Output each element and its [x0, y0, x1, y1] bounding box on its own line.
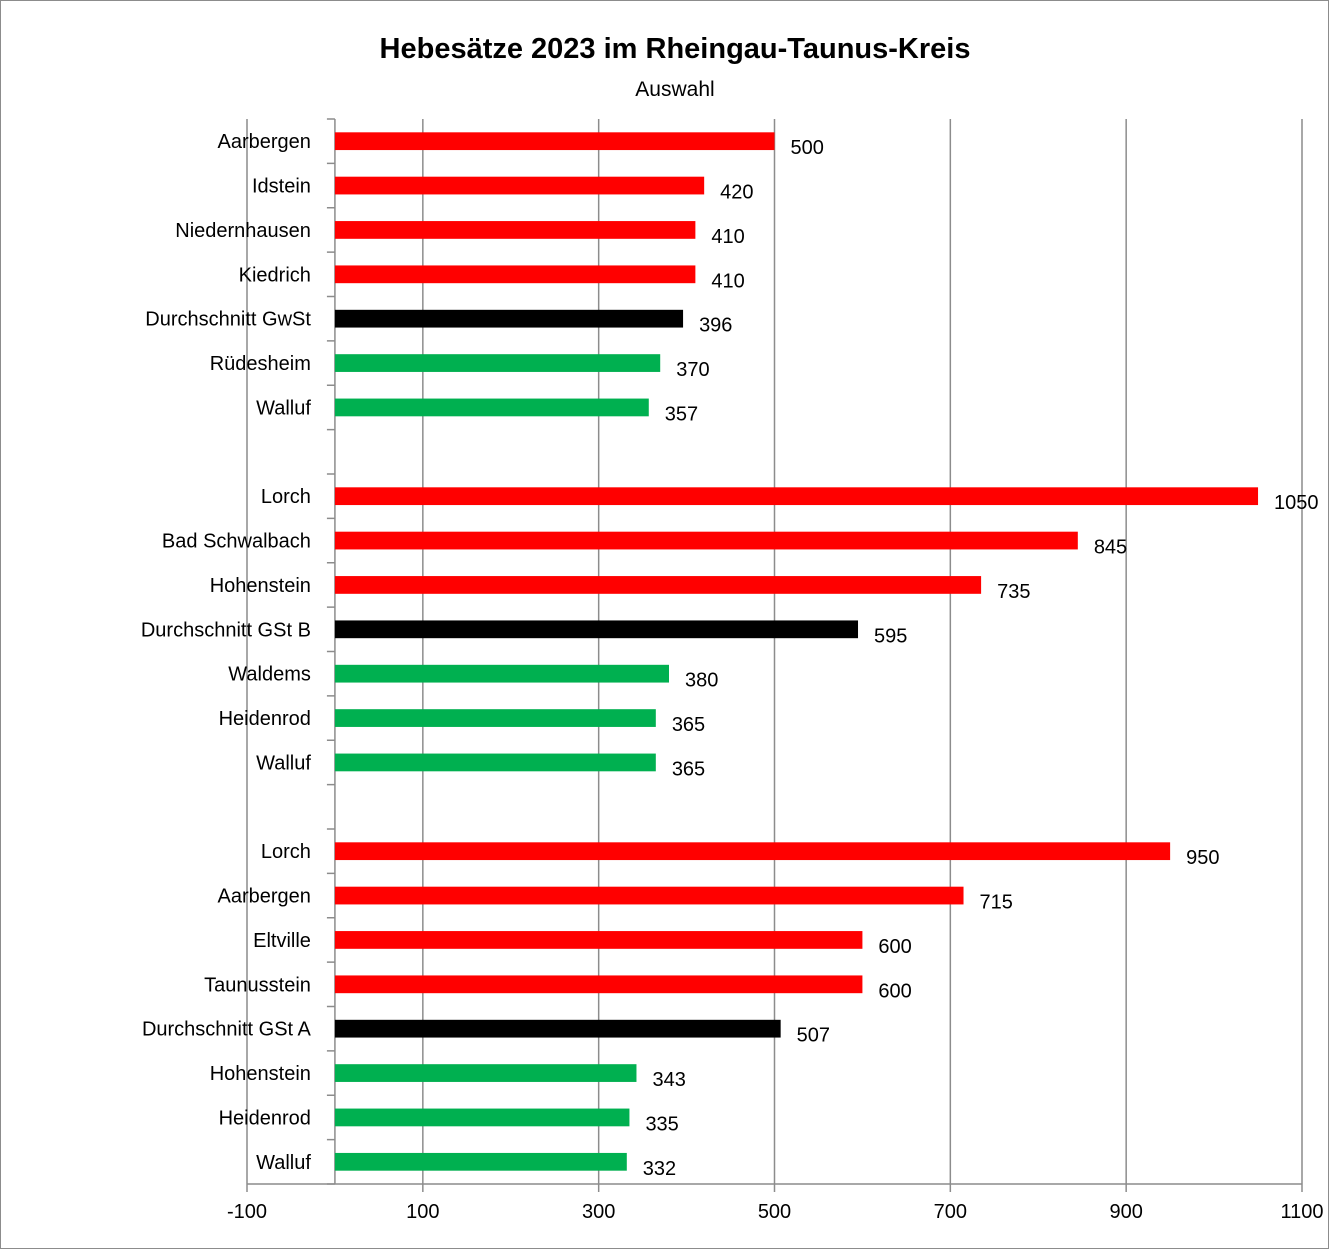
- category-label: Kiedrich: [239, 264, 311, 286]
- category-label: Aarbergen: [218, 886, 311, 908]
- data-label: 600: [878, 980, 911, 1002]
- data-label: 845: [1094, 537, 1127, 559]
- bar: [334, 132, 775, 151]
- category-label: Walluf: [256, 1152, 311, 1174]
- chart-subtitle: Auswahl: [635, 78, 714, 101]
- x-tick-label: 1100: [1280, 1201, 1323, 1223]
- data-label: 365: [672, 714, 705, 736]
- category-label: Lorch: [261, 486, 311, 508]
- x-tick-label: 900: [1109, 1201, 1142, 1223]
- x-tick-label: 700: [934, 1201, 967, 1223]
- bar: [334, 1064, 637, 1082]
- labels: -100 100 300 500 700 900 1100 Aarbergen 500 Idste…: [141, 131, 1324, 1223]
- data-label: 420: [720, 182, 753, 204]
- x-tick-label: 300: [582, 1201, 615, 1223]
- data-label: 595: [874, 625, 907, 647]
- category-label: Hohenstein: [210, 1063, 311, 1085]
- category-label: Aarbergen: [218, 131, 311, 153]
- bar: [334, 975, 863, 994]
- data-label: 365: [672, 758, 705, 780]
- bar: [334, 886, 964, 905]
- category-label: Durchschnitt GSt B: [141, 619, 311, 641]
- data-label: 396: [699, 315, 732, 337]
- data-label: 343: [652, 1069, 685, 1091]
- bar: [334, 620, 859, 639]
- bar: [334, 1152, 627, 1171]
- data-label: 335: [645, 1113, 678, 1135]
- gridlines: [246, 119, 1303, 1184]
- category-label: Walluf: [256, 397, 311, 419]
- bar: [334, 354, 661, 372]
- category-label: Durchschnitt GwSt: [145, 309, 311, 331]
- data-label: 600: [878, 936, 911, 958]
- bars: [334, 132, 1259, 1171]
- bar: [334, 931, 863, 949]
- category-label: Heidenrod: [219, 708, 311, 730]
- category-label: Durchschnitt GSt A: [142, 1019, 312, 1041]
- data-label: 507: [797, 1025, 830, 1047]
- category-label: Niedernhausen: [175, 220, 311, 242]
- bar: [334, 1019, 781, 1038]
- x-tick-label: 100: [406, 1201, 439, 1223]
- data-label: 410: [711, 270, 744, 292]
- data-label: 357: [665, 403, 698, 425]
- data-label: 410: [711, 226, 744, 248]
- category-label: Lorch: [261, 841, 311, 863]
- bar: [334, 753, 656, 772]
- category-label: Waldems: [228, 664, 311, 686]
- data-label: 950: [1186, 847, 1219, 869]
- chart-title: Hebesätze 2023 im Rheingau-Taunus-Kreis: [380, 33, 971, 65]
- x-tick-label: 500: [758, 1201, 791, 1223]
- bar: [334, 265, 696, 284]
- category-label: Eltville: [253, 930, 311, 952]
- category-label: Rüdesheim: [210, 353, 311, 375]
- bar: [334, 398, 649, 417]
- category-label: Walluf: [256, 752, 311, 774]
- bar: [334, 842, 1171, 861]
- axes: [246, 118, 1303, 1192]
- bar: [334, 664, 669, 683]
- bar: [334, 309, 684, 328]
- bar: [334, 176, 705, 195]
- data-label: 715: [980, 892, 1013, 914]
- bar: [334, 1108, 630, 1127]
- x-tick-label: -100: [227, 1201, 267, 1223]
- data-label: 332: [643, 1158, 676, 1180]
- data-label: 1050: [1274, 492, 1319, 514]
- bar: [334, 221, 696, 239]
- bar: [334, 487, 1259, 506]
- bar: [334, 709, 656, 727]
- data-label: 380: [685, 670, 718, 692]
- data-label: 370: [676, 359, 709, 381]
- data-label: 735: [997, 581, 1030, 603]
- category-label: Hohenstein: [210, 575, 311, 597]
- bar: [334, 576, 982, 594]
- category-label: Taunusstein: [204, 974, 311, 996]
- data-label: 500: [791, 137, 824, 159]
- bar: [334, 531, 1078, 550]
- category-label: Bad Schwalbach: [162, 531, 311, 553]
- category-label: Heidenrod: [219, 1107, 311, 1129]
- category-label: Idstein: [252, 176, 311, 198]
